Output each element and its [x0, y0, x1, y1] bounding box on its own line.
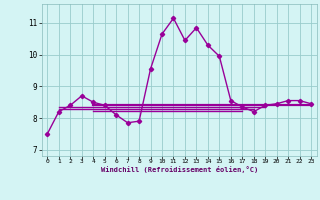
X-axis label: Windchill (Refroidissement éolien,°C): Windchill (Refroidissement éolien,°C): [100, 166, 258, 173]
